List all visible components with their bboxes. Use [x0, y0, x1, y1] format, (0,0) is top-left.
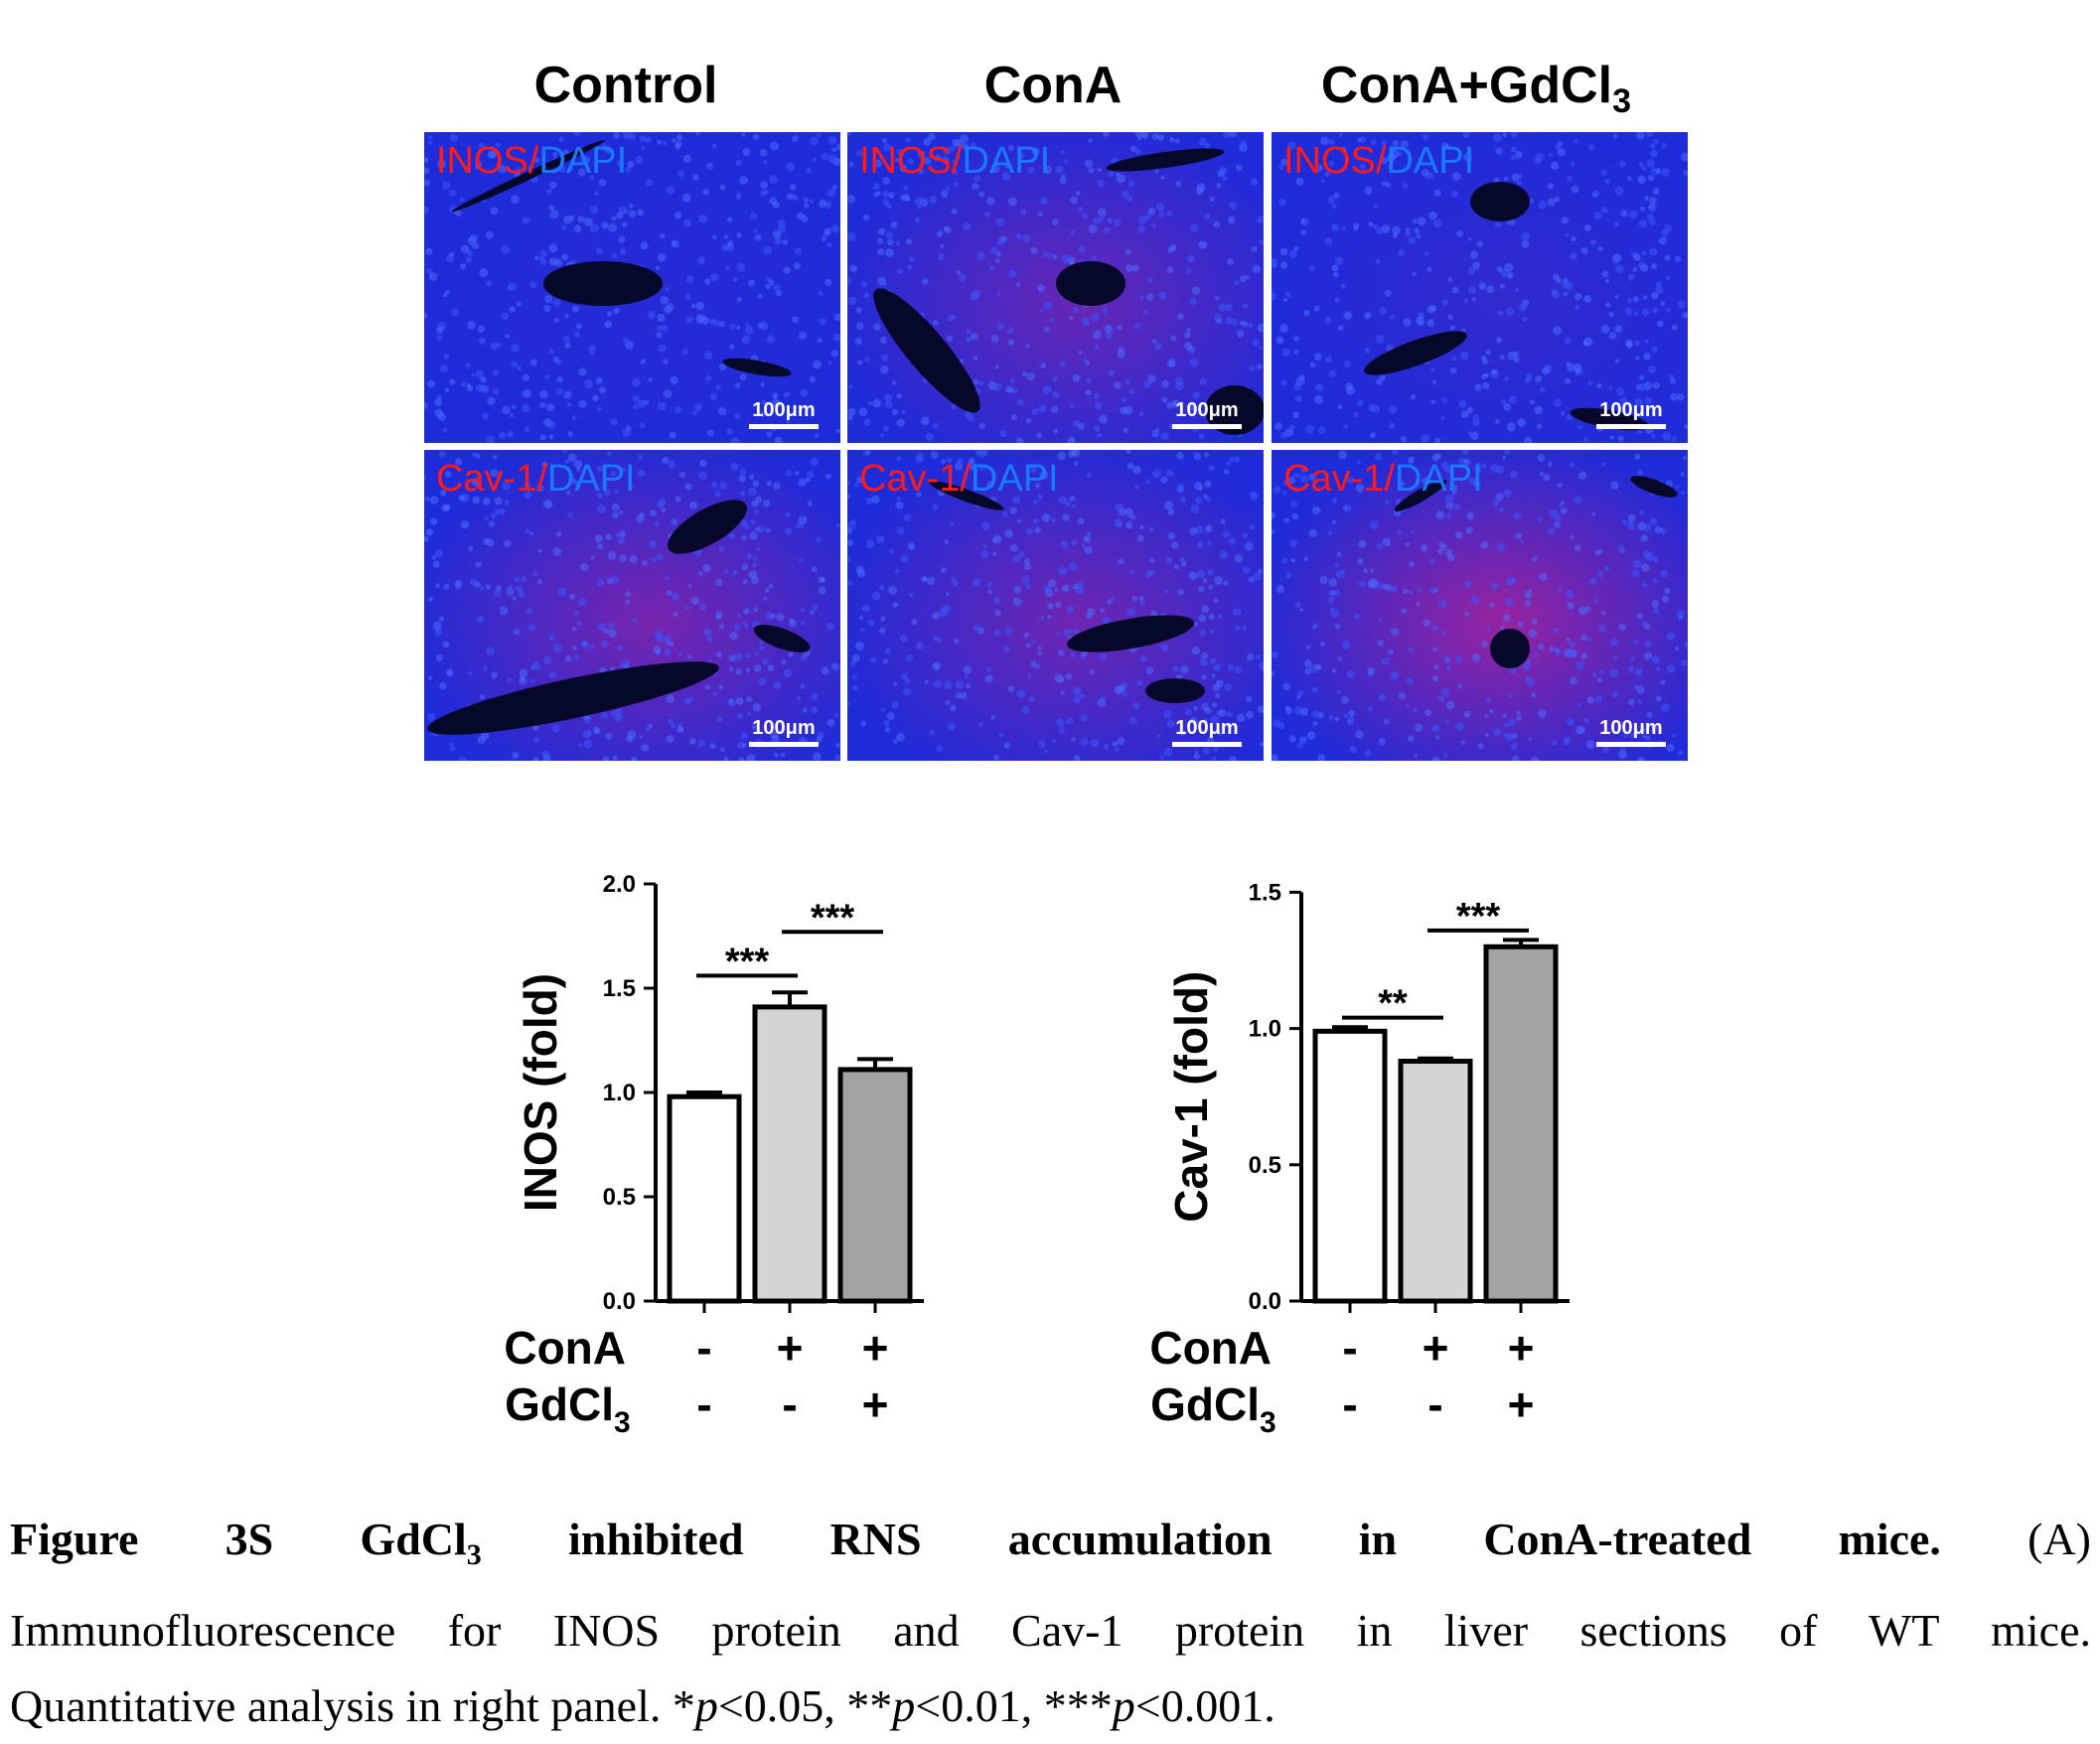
- group-label-cona: ConA: [504, 1322, 626, 1374]
- micrograph-cav1-cona-gdcl3: Cav-1/DAPI 100μm: [1272, 450, 1688, 761]
- scale-bar: 100μm: [1596, 717, 1666, 747]
- micrograph-cav1-control: Cav-1/DAPI 100μm: [424, 450, 840, 761]
- gdcl3-indicator: -: [1427, 1379, 1442, 1430]
- significance-label: ***: [811, 897, 855, 939]
- dapi-label: DAPI: [1386, 140, 1475, 182]
- bar: [1312, 1028, 1388, 1304]
- cona-indicator: +: [1508, 1322, 1535, 1374]
- scale-bar: 100μm: [749, 399, 819, 429]
- marker-label: INOS/: [859, 140, 963, 182]
- stain-label: INOS/DAPI: [436, 140, 627, 183]
- micrograph-inos-cona: INOS/DAPI 100μm: [847, 132, 1264, 443]
- group-label-subscript: 3: [1260, 1406, 1276, 1439]
- micrograph-inos-cona-gdcl3: INOS/DAPI 100μm: [1272, 132, 1688, 443]
- cona-indicator: -: [1342, 1322, 1357, 1374]
- significance-label: ***: [725, 941, 770, 982]
- tissue-texture: [424, 450, 840, 761]
- gdcl3-indicator: -: [696, 1379, 711, 1430]
- tissue-texture: [847, 132, 1264, 443]
- stain-label: Cav-1/DAPI: [436, 458, 636, 501]
- gdcl3-indicator: -: [1342, 1379, 1357, 1430]
- tissue-texture: [847, 450, 1264, 761]
- scale-bar-label: 100μm: [1599, 717, 1663, 739]
- caption-line-3: Quantitative analysis in right panel. *p…: [10, 1680, 1275, 1732]
- dapi-label: DAPI: [962, 140, 1051, 182]
- micrograph-inos-control: INOS/DAPI 100μm: [424, 132, 840, 443]
- caption-line-1: Figure 3S GdCl3 inhibited RNS accumulati…: [10, 1514, 2091, 1572]
- cona-indicator: +: [862, 1322, 889, 1374]
- tissue-texture: [1272, 450, 1688, 761]
- caption-line-2: Immunofluorescence for INOS protein and …: [10, 1605, 2091, 1657]
- y-tick-label: 0.5: [603, 1184, 636, 1211]
- group-label-gdcl3: GdCl: [1150, 1379, 1260, 1430]
- cona-indicator: +: [1423, 1322, 1449, 1374]
- stain-label: INOS/DAPI: [859, 140, 1050, 183]
- y-tick-label: 0.0: [603, 1288, 636, 1315]
- y-tick-label: 2.0: [603, 871, 636, 898]
- significance-label: **: [1378, 983, 1408, 1025]
- gdcl3-indicator: +: [862, 1379, 889, 1430]
- marker-label: INOS/: [1283, 140, 1387, 182]
- y-tick-label: 1.0: [603, 1080, 636, 1106]
- significance-label: ***: [1456, 896, 1501, 938]
- inos-bar-chart: 0.0 0.5 1.0 1.5 2.0 INOS (fold) *** *** ConAGdCl…: [504, 871, 924, 1439]
- y-tick-label: 0.5: [1249, 1152, 1281, 1179]
- y-axis-label: Cav-1 (fold): [1165, 971, 1217, 1223]
- cona-indicator: -: [696, 1322, 711, 1374]
- gdcl3-indicator: -: [782, 1379, 797, 1430]
- group-label-subscript: 3: [614, 1406, 631, 1439]
- scale-bar-label: 100μm: [1599, 399, 1663, 421]
- marker-label: Cav-1/: [436, 458, 547, 500]
- y-tick-label: 0.0: [1249, 1288, 1281, 1315]
- bar: [1398, 1059, 1473, 1304]
- scale-bar-label: 100μm: [752, 399, 816, 421]
- y-tick-label: 1.0: [1249, 1016, 1281, 1043]
- stain-label: Cav-1/DAPI: [1283, 458, 1483, 501]
- scale-bar-line: [1596, 742, 1666, 747]
- column-header-cona: ConA: [983, 57, 1123, 114]
- marker-label: Cav-1/: [859, 458, 971, 500]
- dapi-label: DAPI: [970, 458, 1059, 500]
- marker-label: Cav-1/: [1283, 458, 1395, 500]
- scale-bar-label: 100μm: [752, 717, 816, 739]
- dapi-label: DAPI: [538, 140, 628, 182]
- scale-bar-line: [749, 424, 819, 429]
- y-axis-label: INOS (fold): [515, 973, 566, 1212]
- scale-bar-line: [1172, 424, 1242, 429]
- scale-bar: 100μm: [1172, 717, 1242, 747]
- micrograph-cav1-cona: Cav-1/DAPI 100μm: [847, 450, 1264, 761]
- y-tick-label: 1.5: [1249, 879, 1281, 906]
- bar: [752, 1004, 827, 1304]
- cona-indicator: +: [777, 1322, 804, 1374]
- scale-bar-label: 100μm: [1175, 717, 1239, 739]
- dapi-label: DAPI: [1394, 458, 1483, 500]
- bar: [1483, 944, 1559, 1304]
- figure-caption: Figure 3S GdCl3 inhibited RNS accumulati…: [10, 1502, 2091, 1744]
- group-label-gdcl3: GdCl: [505, 1379, 614, 1430]
- scale-bar: 100μm: [1596, 399, 1666, 429]
- tissue-texture: [424, 132, 840, 443]
- stain-label: Cav-1/DAPI: [859, 458, 1059, 501]
- tissue-texture: [1272, 132, 1688, 443]
- scale-bar-line: [1172, 742, 1242, 747]
- gdcl3-indicator: +: [1508, 1379, 1535, 1430]
- bar: [837, 1067, 913, 1304]
- dapi-label: DAPI: [546, 458, 636, 500]
- scale-bar: 100μm: [1172, 399, 1242, 429]
- scale-bar-line: [749, 742, 819, 747]
- column-header-control: Control: [533, 57, 718, 114]
- caption-title: Figure 3S GdCl3 inhibited RNS accumulati…: [10, 1514, 1941, 1572]
- y-tick-label: 1.5: [603, 975, 636, 1002]
- marker-label: INOS/: [436, 140, 539, 182]
- stain-label: INOS/DAPI: [1283, 140, 1474, 183]
- column-header-cona-gdcl3: ConA+GdCl3: [1320, 57, 1632, 120]
- scale-bar: 100μm: [749, 717, 819, 747]
- scale-bar-line: [1596, 424, 1666, 429]
- bar: [667, 1093, 742, 1304]
- scale-bar-label: 100μm: [1175, 399, 1239, 421]
- group-label-cona: ConA: [1149, 1322, 1272, 1374]
